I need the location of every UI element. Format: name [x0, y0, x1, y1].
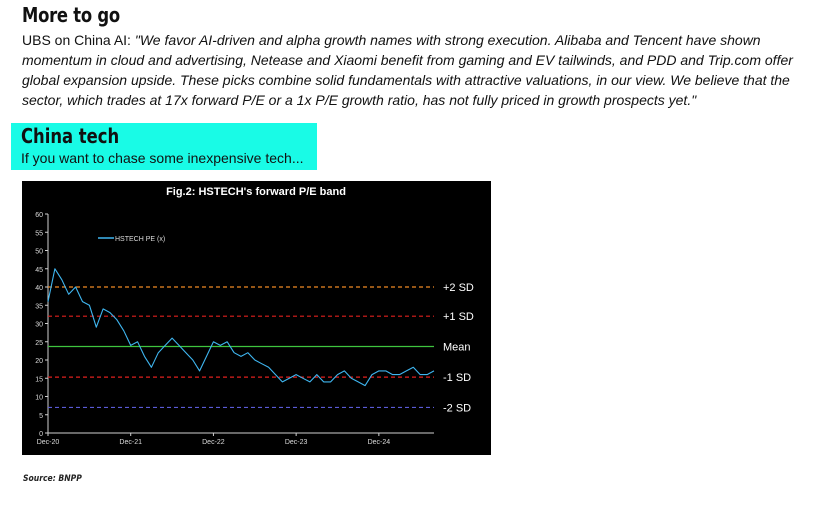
band-label: -2 SD	[443, 402, 471, 414]
chart-title: Fig.2: HSTECH's forward P/E band	[166, 186, 346, 198]
hstech-pe-band-chart: Fig.2: HSTECH's forward P/E band 0 5 10 15 2…	[22, 181, 491, 455]
y-tick-label: 35	[35, 303, 43, 310]
section-heading-more-to-go: More to go	[22, 3, 120, 27]
quote-lead: UBS on China AI:	[22, 32, 135, 48]
ubs-quote-paragraph: UBS on China AI: "We favor AI-driven and…	[22, 30, 812, 110]
series-line	[47, 268, 435, 387]
section-subheading: If you want to chase some inexpensive te…	[21, 150, 304, 166]
y-tick-label: 0	[39, 431, 43, 438]
axes-layer: 0 5 10 15 20 25 30 35 40 45 50 55 60 Dec-20 Dec-21 Dec-…	[35, 212, 434, 446]
china-tech-banner: China tech If you want to chase some ine…	[11, 123, 317, 170]
legend-label: HSTECH PE (x)	[115, 236, 165, 243]
y-tick-label: 20	[35, 358, 43, 365]
x-tick-label: Dec-24	[368, 439, 391, 446]
y-tick-label: 25	[35, 340, 43, 347]
legend: HSTECH PE (x)	[98, 236, 165, 243]
y-tick-label: 50	[35, 249, 43, 256]
chart-svg: Fig.2: HSTECH's forward P/E band 0 5 10 15 2…	[35, 186, 474, 446]
x-tick-label: Dec-23	[285, 439, 308, 446]
x-tick-label: Dec-21	[119, 439, 142, 446]
y-tick-label: 40	[35, 285, 43, 292]
y-tick-label: 15	[35, 376, 43, 383]
y-tick-label: 45	[35, 267, 43, 274]
band-label: +1 SD	[443, 311, 474, 323]
band-label: +2 SD	[443, 282, 474, 294]
y-tick-label: 5	[39, 413, 43, 420]
y-tick-label: 10	[35, 395, 43, 402]
y-tick-label: 55	[35, 230, 43, 237]
sd-bands-layer: +2 SD +1 SD Mean -1 SD -2 SD	[48, 282, 474, 414]
y-tick-label: 30	[35, 322, 43, 329]
band-label: -1 SD	[443, 372, 471, 384]
quote-text: "We favor AI-driven and alpha growth nam…	[22, 32, 793, 108]
source-note: Source: BNPP	[23, 474, 82, 484]
x-tick-label: Dec-20	[37, 439, 60, 446]
y-tick-label: 60	[35, 212, 43, 219]
band-label: Mean	[443, 341, 471, 353]
x-tick-label: Dec-22	[202, 439, 225, 446]
series-layer	[47, 268, 435, 387]
section-heading-china-tech: China tech	[21, 124, 120, 148]
